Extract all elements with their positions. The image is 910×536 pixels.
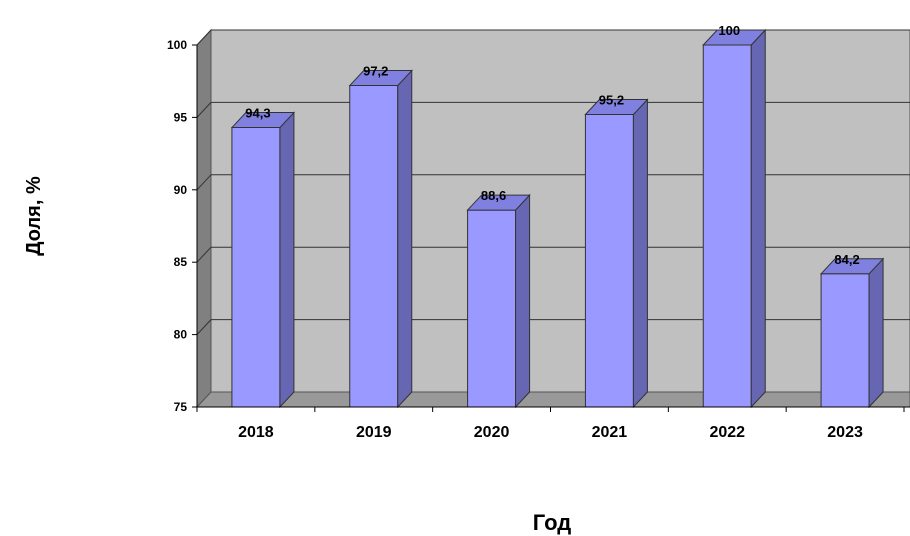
bar-side (279, 111, 295, 409)
x-tick-label: 2019 (356, 424, 392, 441)
y-tick-label: 90 (174, 183, 188, 197)
bar-side (632, 98, 648, 409)
x-tick-label: 2018 (238, 424, 274, 441)
x-tick-label: 2023 (827, 424, 863, 441)
gridline-side (196, 319, 212, 335)
gridline-side (196, 174, 212, 191)
x-axis-label: Год (533, 510, 572, 535)
bar (819, 257, 885, 409)
data-label: 88,6 (481, 188, 506, 203)
bar-top (702, 29, 767, 46)
bar (702, 28, 767, 409)
x-tick-label: 2021 (592, 424, 628, 441)
chart-walls (195, 28, 910, 409)
bar-front (467, 209, 517, 408)
gridlines (196, 29, 910, 335)
bar (348, 69, 413, 409)
bar-top (348, 70, 413, 87)
gridline-side (196, 246, 212, 263)
data-label: 100 (718, 23, 740, 38)
plot-side-wall (196, 28, 212, 409)
y-tick-label: 75 (174, 400, 188, 414)
y-tick-label: 95 (174, 110, 188, 124)
bar-front (702, 44, 752, 408)
bar-side (515, 193, 531, 409)
data-labels: 94,3 97,2 88,6 95,2 100 84,2 (245, 23, 859, 267)
plot-back-wall (210, 29, 910, 393)
bar-top (466, 194, 531, 211)
bar-front (349, 85, 399, 408)
bar-front (231, 127, 281, 408)
y-tick-label: 80 (174, 328, 188, 342)
bar-front (584, 114, 634, 408)
gridline-side (196, 102, 212, 118)
gridline-side (196, 29, 212, 46)
bar-top (584, 99, 649, 116)
data-label: 97,2 (363, 64, 388, 79)
bar-side (397, 69, 413, 409)
bar (466, 193, 531, 409)
plot-floor (195, 391, 910, 408)
data-label: 95,2 (599, 93, 624, 108)
bar-side (868, 257, 884, 409)
data-label: 94,3 (245, 106, 270, 121)
data-label: 84,2 (834, 252, 859, 267)
bar (584, 98, 649, 409)
bar (230, 111, 296, 409)
y-tick-label: 100 (167, 38, 187, 52)
bar-top (230, 112, 296, 129)
y-axis-label: Доля, % (23, 176, 45, 256)
y-tick-label: 85 (174, 255, 188, 269)
y-tick-labels: 75 80 85 90 95 100 (167, 38, 197, 414)
bar-side (750, 28, 766, 409)
x-tick-label: 2020 (474, 424, 510, 441)
x-tick-labels: 2018 2019 2020 2021 2022 2023 (196, 407, 905, 441)
bar-top (819, 258, 885, 275)
x-tick-label: 2022 (709, 424, 745, 441)
bar-front (820, 273, 870, 408)
